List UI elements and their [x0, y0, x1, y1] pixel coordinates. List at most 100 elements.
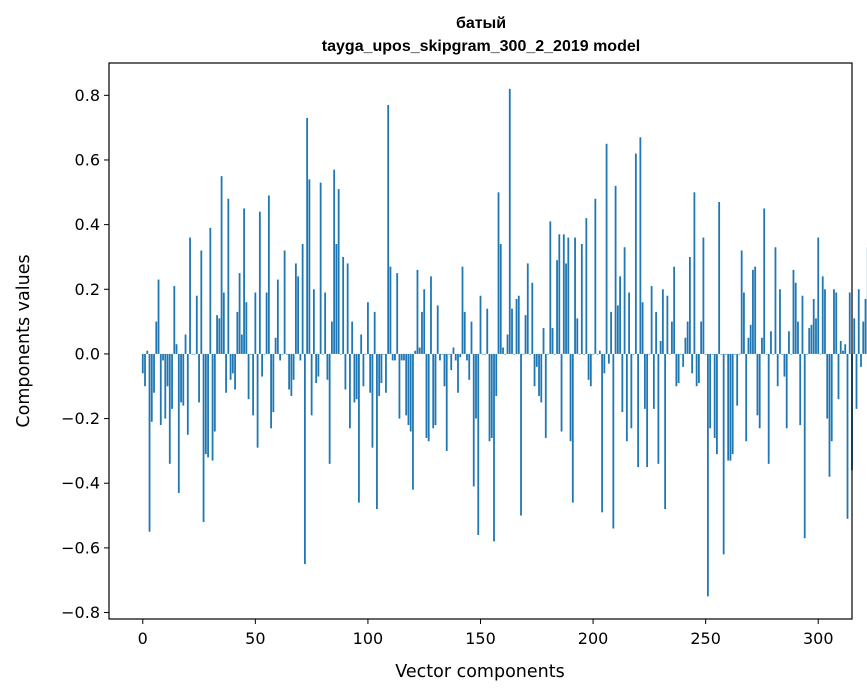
bar [367, 302, 369, 354]
bar [238, 273, 241, 354]
y-tick-label: 0.4 [75, 215, 100, 234]
bar [261, 353, 263, 377]
bar [860, 353, 862, 367]
bar [670, 321, 673, 354]
bar [182, 353, 185, 406]
chart-subtitle: tayga_upos_skipgram_300_2_2019 model [322, 38, 640, 55]
x-tick-label: 250 [690, 629, 721, 648]
bar [274, 337, 277, 354]
bar [767, 353, 770, 464]
bar [628, 292, 630, 354]
bar [209, 227, 212, 354]
bar [659, 341, 662, 354]
bar [335, 244, 338, 354]
bar [682, 353, 685, 367]
bar [245, 302, 248, 354]
bar [337, 189, 340, 354]
bar [200, 250, 203, 354]
bar [281, 353, 284, 355]
bar [270, 353, 273, 429]
bar [351, 321, 354, 354]
bar [650, 286, 653, 354]
bar [547, 353, 549, 355]
bar [249, 353, 252, 355]
bar [407, 353, 410, 426]
bar [164, 353, 167, 419]
bar [466, 353, 468, 361]
bar [803, 353, 806, 539]
bar [177, 353, 180, 493]
bar [596, 353, 599, 355]
bar [225, 353, 227, 393]
bar [207, 353, 209, 458]
bar [806, 353, 808, 355]
bar [589, 353, 592, 387]
bar [549, 221, 552, 354]
bar [770, 331, 772, 354]
bar [146, 350, 149, 354]
bar [790, 353, 793, 355]
bar [333, 169, 336, 354]
bar [855, 353, 858, 409]
bar [155, 321, 158, 354]
x-tick-label: 0 [138, 629, 148, 648]
bar [632, 353, 635, 355]
bar [673, 266, 676, 354]
bar [756, 353, 759, 416]
bar [740, 250, 743, 354]
bar [227, 198, 230, 354]
bar [538, 353, 540, 396]
bar [398, 353, 401, 419]
bar [808, 328, 811, 354]
bar [842, 350, 844, 354]
bar [634, 153, 637, 354]
bar [675, 353, 678, 387]
y-tick-label: 0.2 [75, 280, 100, 299]
y-tick-label: −0.6 [61, 538, 100, 557]
bar [709, 353, 712, 429]
bar [864, 298, 867, 354]
bar [258, 211, 261, 354]
bar [826, 353, 829, 419]
bar [844, 344, 847, 354]
bar [349, 353, 351, 429]
bar [310, 353, 313, 416]
bar [198, 353, 200, 403]
bar [772, 353, 775, 355]
bar [412, 353, 414, 490]
bar [612, 353, 615, 529]
bar [594, 198, 597, 354]
bar [216, 315, 218, 354]
bar [817, 237, 820, 354]
bar [686, 321, 689, 354]
bar [454, 353, 457, 361]
bar [497, 192, 500, 354]
bar [506, 334, 509, 354]
bar [576, 318, 579, 354]
bar [513, 353, 516, 355]
bar [391, 353, 394, 361]
bar [175, 344, 178, 354]
bar [394, 353, 396, 361]
bar [522, 353, 525, 355]
bar [193, 353, 196, 355]
bar [340, 353, 342, 355]
bar [371, 353, 374, 448]
bar [240, 334, 243, 354]
bar [180, 353, 182, 403]
bar [713, 353, 716, 438]
y-axis-label: Components values [14, 254, 34, 427]
y-tick-label: 0.6 [75, 150, 100, 169]
bar [364, 353, 367, 355]
bar [684, 337, 687, 354]
bar [763, 208, 766, 354]
bar [166, 353, 169, 387]
bar [481, 353, 484, 355]
bar [159, 353, 162, 426]
bar [716, 353, 718, 455]
bar [475, 353, 477, 419]
bar [421, 311, 423, 354]
bar [720, 353, 723, 355]
